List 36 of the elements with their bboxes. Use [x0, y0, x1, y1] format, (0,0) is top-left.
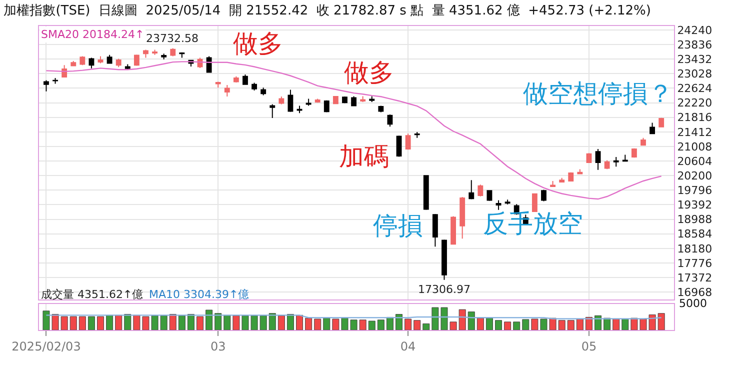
text: 5000	[679, 297, 707, 310]
y-tick-label: 17776	[677, 256, 712, 270]
x-tick-label: 05	[581, 339, 597, 354]
annotation: 做多	[344, 58, 394, 87]
y-tick-label: 23432	[677, 52, 712, 66]
y-tick-label: 22624	[677, 82, 712, 96]
annotation: 做空想停損？	[523, 79, 673, 108]
annotation: 停損	[373, 211, 423, 240]
y-tick-label: 19796	[677, 184, 712, 198]
annotation: 做多	[233, 29, 283, 58]
annotation: 加碼	[339, 142, 389, 171]
y-tick-label: 21412	[677, 126, 712, 139]
y-tick-label: 24240	[677, 24, 712, 37]
annotation: 成交量 4351.62↑億	[41, 288, 144, 301]
annotation: 23732.58	[146, 32, 198, 45]
y-tick-label: 19392	[677, 198, 712, 212]
y-tick-label: 21816	[677, 111, 712, 124]
annotation: 17306.97	[418, 283, 470, 296]
annotation: SMA20 20184.24↑	[41, 28, 144, 41]
y-tick-label: 23836	[677, 38, 712, 52]
x-tick-label: 2025/02/03	[12, 339, 81, 354]
y-tick-label: 18988	[677, 213, 712, 226]
annotation: MA10 3304.39↑億	[149, 288, 250, 301]
y-tick-label: 20604	[677, 154, 712, 168]
x-tick-label: 03	[210, 339, 226, 354]
y-tick-label: 16968	[677, 286, 712, 299]
chart-title: 加權指數(TSE) 日線圖 2025/05/14 開 21552.42 收 21782.87 s 點 量 4351.62 億 +452.73 (+2.12%)	[4, 4, 651, 19]
y-tick-label: 22220	[677, 96, 712, 110]
y-tick-label: 23028	[677, 68, 712, 80]
annotation: 反手放空	[483, 209, 583, 238]
x-tick-label: 04	[400, 339, 416, 354]
y-tick-label: 18180	[677, 242, 712, 256]
y-tick-label: 17372	[677, 271, 712, 284]
y-tick-label: 21008	[677, 140, 712, 154]
y-tick-label: 20200	[677, 169, 712, 182]
y-tick-label: 18584	[677, 228, 712, 241]
